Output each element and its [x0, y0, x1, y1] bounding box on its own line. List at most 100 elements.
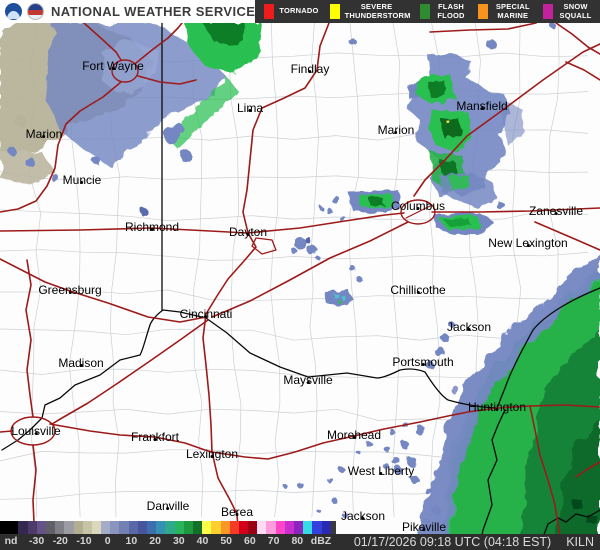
city-label-fort-wayne: Fort Wayne: [82, 59, 144, 73]
city-dot: [79, 364, 83, 368]
city-dot: [361, 517, 365, 521]
colorbar-tick-40: 40: [196, 535, 209, 547]
city-dot: [394, 131, 398, 135]
city-label-lexington: Lexington: [185, 447, 239, 461]
colorbar-cell: [137, 521, 147, 534]
colorbar-cell: [128, 521, 138, 534]
colorbar-tick-20: 20: [149, 535, 161, 547]
colorbar-cell: [165, 521, 175, 534]
colorbar-tick-50: 50: [220, 535, 233, 547]
legend-item-severe-thunderstorm: SEVERE THUNDERSTORM: [329, 2, 410, 20]
colorbar-tick-dBZ: dBZ: [310, 535, 332, 547]
agency-title: NATIONAL WEATHER SERVICE: [51, 4, 256, 19]
city-label-louisville: Louisville: [11, 424, 61, 438]
colorbar-tick--20: -20: [52, 535, 68, 547]
city-dot: [526, 244, 530, 248]
city-dot: [416, 291, 420, 295]
colorbar-tick-60: 60: [244, 535, 256, 547]
colorbar-tick-nd: nd: [4, 535, 18, 547]
city-dot: [153, 438, 157, 442]
colorbar-cell: [147, 521, 157, 534]
colorbar-cell: [266, 521, 276, 534]
city-label-columbus: Columbus: [390, 199, 446, 213]
colorbar-cell: [284, 521, 294, 534]
reflectivity-colorbar: [0, 521, 336, 534]
colorbar-cell: [211, 521, 221, 534]
radar-station-id: KILN: [566, 535, 594, 549]
severe-thunderstorm-swatch: [329, 4, 340, 19]
city-dot: [166, 507, 170, 511]
colorbar-tick-30: 30: [172, 535, 185, 547]
city-dot: [150, 228, 154, 232]
city-dot: [352, 436, 356, 440]
colorbar-cell: [192, 521, 203, 534]
snow-squall-swatch: [543, 4, 554, 19]
city-label-west-liberty: West Liberty: [347, 464, 415, 478]
city-dot: [210, 455, 214, 459]
colorbar-cell: [238, 521, 249, 534]
tornado-swatch: [264, 4, 275, 19]
city-label-new-lexington: New Lexington: [488, 236, 568, 250]
colorbar-tick--10: -10: [76, 535, 92, 547]
city-label-morehead: Morehead: [326, 428, 382, 442]
snow-squall-label: SNOW SQUALL: [559, 1, 592, 20]
warning-legend: TORNADO SEVERE THUNDERSTORM FLASH FLOOD SPE…: [255, 0, 600, 23]
colorbar-cell: [27, 521, 37, 534]
colorbar-cell: [229, 521, 239, 534]
flash-flood-swatch: [419, 4, 430, 19]
city-label-chillicothe: Chillicothe: [390, 283, 446, 297]
colorbar-tick-0: 0: [104, 535, 111, 547]
colorbar-cell: [183, 521, 193, 534]
city-dot: [554, 212, 558, 216]
colorbar-cell: [73, 521, 83, 534]
special-marine-label: SPECIAL MARINE: [495, 1, 530, 20]
city-dot: [204, 315, 208, 319]
status-bar: nd -30 -20 -10 0 10 20 30 40 50 60 70 80 dBZ 01/17/20…: [0, 534, 600, 550]
legend-item-snow-squall: SNOW SQUALL: [543, 1, 593, 20]
city-dot: [467, 328, 471, 332]
city-label-zanesville: Zanesville: [528, 204, 584, 218]
city-dot: [421, 363, 425, 367]
city-label-marion: Marion: [377, 123, 415, 137]
colorbar-cell: [321, 521, 331, 534]
city-dot: [379, 472, 383, 476]
colorbar-cell: [303, 521, 313, 534]
colorbar-cell: [36, 521, 46, 534]
city-label-huntington: Huntington: [467, 400, 527, 414]
map-canvas[interactable]: Fort Wayne Marion Muncie Findlay Lima Mansfie…: [0, 23, 600, 534]
city-dot: [308, 70, 312, 74]
colorbar-cell: [156, 521, 166, 534]
city-label-berea: Berea: [220, 505, 254, 519]
city-label-richmond: Richmond: [124, 220, 180, 234]
colorbar-cell: [174, 521, 184, 534]
colorbar-cell: [110, 521, 120, 534]
city-label-frankfort: Frankfort: [130, 430, 180, 444]
city-label-muncie: Muncie: [62, 173, 102, 187]
city-dot: [248, 109, 252, 113]
colorbar-tick-10: 10: [125, 535, 138, 547]
city-label-greensburg: Greensburg: [38, 283, 102, 297]
colorbar-cell: [294, 521, 304, 534]
flash-flood-label: FLASH FLOOD: [437, 1, 465, 20]
city-label-marion: Marion: [25, 127, 63, 141]
colorbar-tick-70: 70: [267, 535, 280, 547]
colorbar-cell: [18, 521, 28, 534]
colorbar-tick-80: 80: [291, 535, 304, 547]
city-dot: [235, 513, 239, 517]
tornado-label: TORNADO: [279, 6, 319, 16]
colorbar-cell: [64, 521, 74, 534]
colorbar-cell: [9, 521, 19, 534]
city-label-jackson: Jackson: [340, 509, 386, 523]
city-label-dayton: Dayton: [228, 225, 268, 239]
colorbar-cell: [101, 521, 111, 534]
city-dot: [495, 408, 499, 412]
noaa-logo-icon: [5, 3, 22, 20]
city-label-portsmouth: Portsmouth: [392, 355, 454, 369]
city-dot: [422, 528, 426, 532]
colorbar-cell: [91, 521, 102, 534]
legend-item-flash-flood: FLASH FLOOD: [419, 1, 468, 20]
colorbar-tick--30: -30: [29, 535, 45, 547]
city-dot: [111, 67, 115, 71]
frame-timestamp: 01/17/2026 09:18 UTC (04:18 EST): [353, 535, 552, 549]
